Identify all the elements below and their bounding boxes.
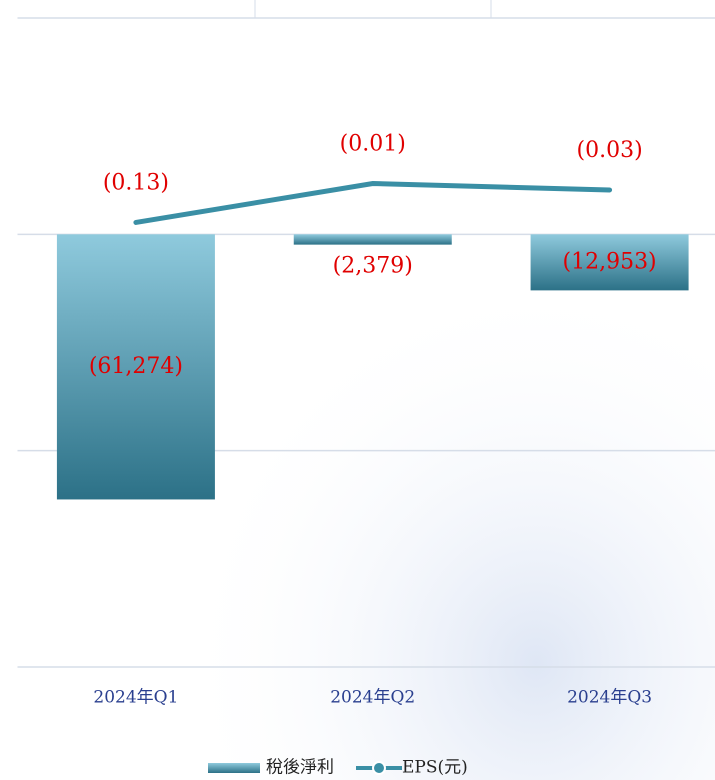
bar-value-label: (2,379) (333, 254, 413, 279)
bar-value-label: (12,953) (563, 249, 657, 274)
line-value-label: (0.03) (577, 138, 643, 163)
line-value-label: (0.01) (340, 131, 406, 156)
bar (293, 234, 452, 245)
legend-swatch (208, 763, 260, 773)
x-tick-label: 2024年Q3 (567, 688, 652, 708)
legend-label: EPS(元) (402, 758, 468, 778)
line (133, 180, 613, 225)
bar (530, 234, 689, 291)
bar-value-label: (61,274) (89, 354, 183, 379)
x-tick-label: 2024年Q1 (93, 688, 178, 708)
marks (56, 180, 689, 500)
line-value-label: (0.13) (103, 170, 169, 195)
x-tick-label: 2024年Q2 (330, 688, 415, 708)
bar (56, 234, 215, 500)
legend-marker (372, 761, 386, 775)
legend-label: 稅後淨利 (266, 758, 334, 778)
